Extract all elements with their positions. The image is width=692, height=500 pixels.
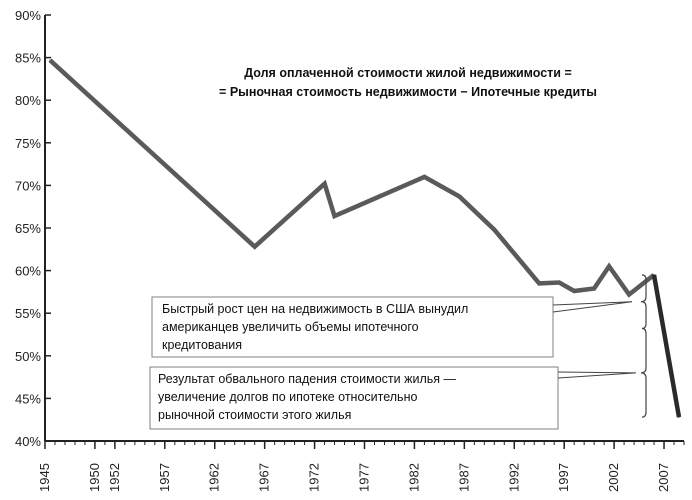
data-point: [458, 195, 460, 198]
data-point: [333, 215, 336, 217]
data-point: [254, 246, 256, 248]
annotation-bracket-1: [640, 274, 647, 330]
x-tick-label: 1950: [87, 463, 102, 492]
data-point: [538, 282, 540, 284]
data-point: [323, 183, 326, 185]
y-tick-label: 60%: [15, 264, 41, 279]
x-tick-label: 1962: [207, 463, 222, 492]
x-axis: 1945 1950 1952 1957 1962 1967 1972 1977 1982 1987…: [37, 440, 685, 492]
series-line-1: [48, 58, 656, 298]
annotation-bracket-2: [640, 327, 647, 418]
y-tick-label: 45%: [15, 391, 41, 406]
y-tick-label: 85%: [15, 51, 41, 66]
x-tick-label: 2007: [656, 463, 671, 492]
y-tick-label: 55%: [15, 306, 41, 321]
series-group: [48, 58, 682, 418]
chart-title-line-1: Доля оплаченной стоимости жилой недвижим…: [244, 66, 572, 80]
data-point: [653, 274, 655, 276]
data-point: [49, 59, 51, 61]
y-tick-label: 50%: [15, 349, 41, 364]
y-axis: 40% 45% 50% 55% 60% 65% 70% 75% 80% 85% 90%: [15, 8, 51, 449]
series-line-2: [651, 274, 682, 418]
data-point: [573, 290, 575, 292]
y-tick-label: 40%: [15, 434, 41, 449]
y-tick-label: 80%: [15, 93, 41, 108]
annotation-2-line-3: рыночной стоимости этого жилья: [158, 408, 351, 422]
y-tick-label: 65%: [15, 221, 41, 236]
y-tick-label: 90%: [15, 8, 41, 23]
x-tick-label: 1945: [37, 463, 52, 492]
data-point: [628, 293, 630, 296]
x-tick-label: 1957: [157, 463, 172, 492]
annotation-box-1: [151, 296, 554, 358]
annotation-box-2: [149, 366, 559, 430]
x-tick-label: 1952: [107, 463, 122, 492]
chart-title-line-2: = Рыночная стоимость недвижимости − Ипот…: [219, 85, 597, 99]
annotation-leader-1: [552, 301, 633, 313]
data-point: [423, 176, 426, 178]
data-point: [493, 229, 495, 231]
x-tick-label: 1992: [506, 463, 521, 492]
data-point: [593, 287, 595, 290]
x-tick-label: 1982: [406, 463, 421, 492]
x-tick-label: 1997: [556, 463, 571, 492]
x-tick-label: 2002: [606, 463, 621, 492]
data-point: [608, 265, 610, 267]
data-point: [678, 416, 680, 418]
annotations-group: Быстрый рост цен на недвижимость в США в…: [149, 274, 647, 430]
annotation-2-line-1: Результат обвального падения стоимости ж…: [158, 372, 456, 386]
annotation-leader-2: [557, 371, 637, 379]
chart-title: Доля оплаченной стоимости жилой недвижим…: [219, 66, 597, 99]
x-tick-label: 1987: [456, 463, 471, 492]
annotation-2-line-2: увеличение долгов по ипотеке относительн…: [158, 390, 417, 404]
y-tick-label: 75%: [15, 136, 41, 151]
annotation-1-line-2: американцев увеличить объемы ипотечного: [162, 320, 419, 334]
x-tick-label: 1977: [357, 463, 372, 492]
annotation-1-line-1: Быстрый рост цен на недвижимость в США в…: [162, 302, 468, 316]
x-tick-label: 1972: [307, 463, 322, 492]
x-tick-label: 1967: [257, 463, 272, 492]
annotation-1-line-3: кредитования: [162, 338, 242, 352]
y-tick-label: 70%: [15, 178, 41, 193]
data-point: [558, 281, 560, 284]
